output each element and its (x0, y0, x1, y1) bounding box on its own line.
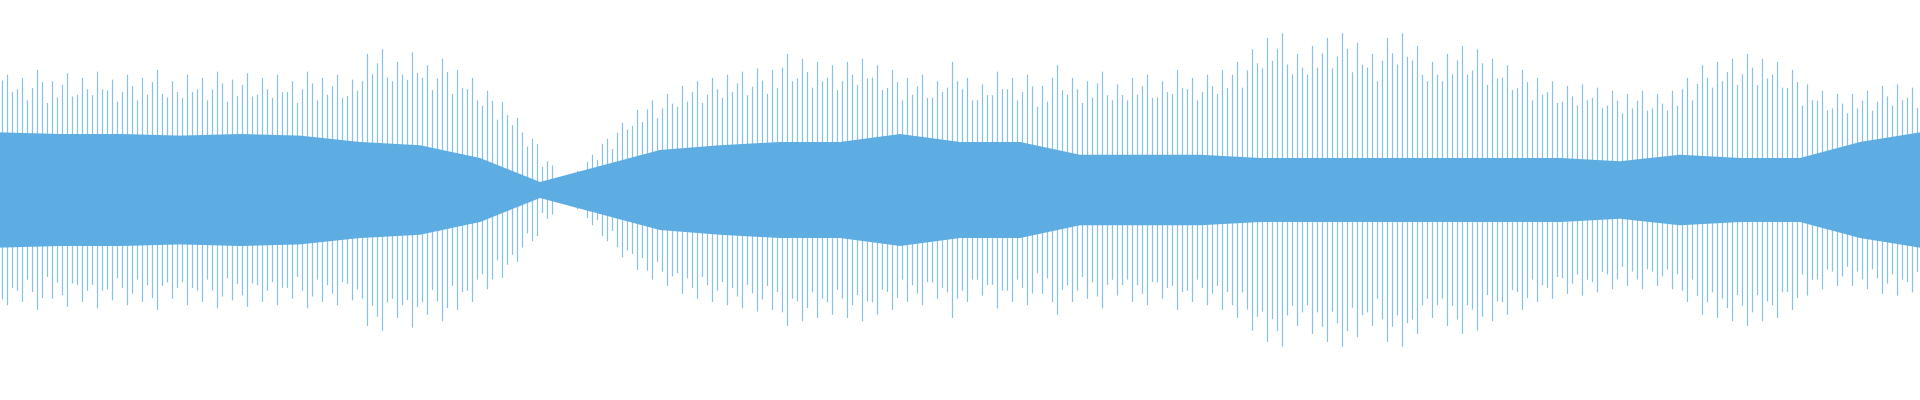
core-band (0, 132, 1920, 248)
